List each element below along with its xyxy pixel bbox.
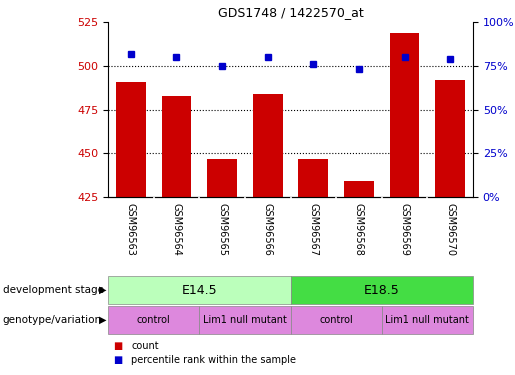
Text: GSM96570: GSM96570	[445, 203, 455, 256]
Bar	[162, 96, 191, 197]
Text: GSM96569: GSM96569	[400, 203, 409, 256]
Text: genotype/variation: genotype/variation	[3, 315, 101, 325]
Text: ▶: ▶	[99, 285, 106, 295]
Text: E18.5: E18.5	[364, 284, 400, 297]
Text: ▶: ▶	[99, 315, 106, 325]
Bar	[199, 306, 290, 334]
Text: percentile rank within the sample: percentile rank within the sample	[131, 355, 296, 365]
Bar	[207, 159, 237, 197]
Text: GSM96567: GSM96567	[308, 203, 318, 256]
Text: Lim1 null mutant: Lim1 null mutant	[203, 315, 287, 325]
Text: GSM96563: GSM96563	[126, 203, 136, 256]
Text: GSM96566: GSM96566	[263, 203, 272, 256]
Title: GDS1748 / 1422570_at: GDS1748 / 1422570_at	[218, 6, 364, 20]
Bar	[253, 94, 283, 197]
Bar	[290, 276, 473, 304]
Text: GSM96564: GSM96564	[171, 203, 181, 256]
Bar	[382, 306, 473, 334]
Bar	[299, 159, 328, 197]
Text: ■: ■	[113, 341, 123, 351]
Bar	[108, 306, 199, 334]
Text: count: count	[131, 341, 159, 351]
Text: control: control	[319, 315, 353, 325]
Text: development stage: development stage	[3, 285, 104, 295]
Text: GSM96565: GSM96565	[217, 203, 227, 256]
Text: control: control	[137, 315, 170, 325]
Bar	[435, 80, 465, 197]
Bar	[344, 181, 374, 197]
Text: ■: ■	[113, 355, 123, 365]
Text: GSM96568: GSM96568	[354, 203, 364, 256]
Bar	[108, 276, 290, 304]
Text: E14.5: E14.5	[181, 284, 217, 297]
Bar	[290, 306, 382, 334]
Bar	[390, 33, 419, 197]
Bar	[116, 81, 146, 197]
Text: Lim1 null mutant: Lim1 null mutant	[385, 315, 469, 325]
